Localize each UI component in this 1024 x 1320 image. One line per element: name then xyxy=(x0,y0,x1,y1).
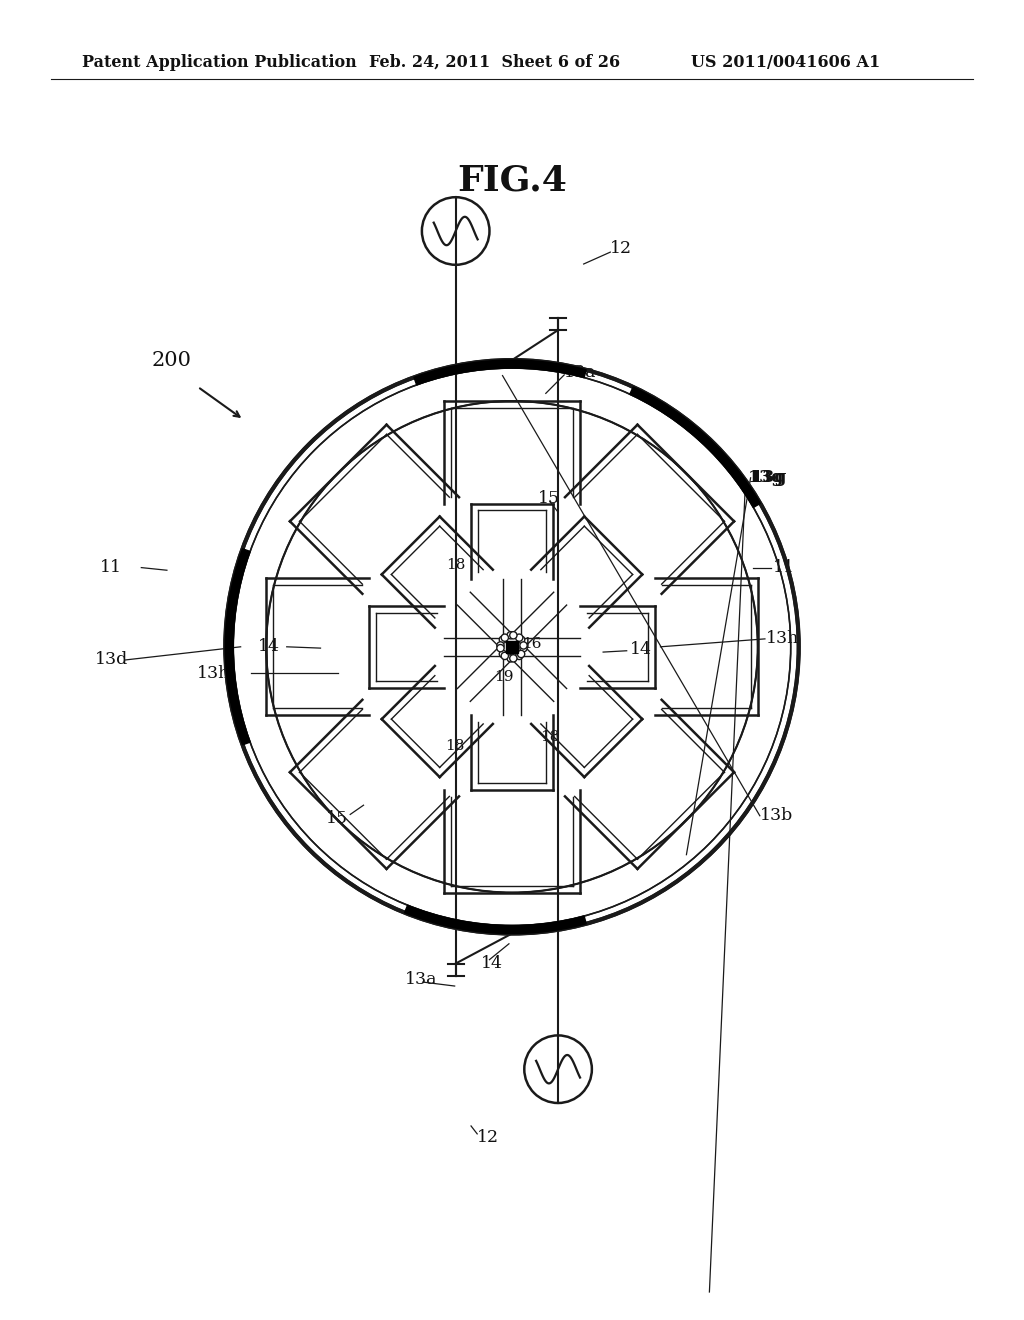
Text: 14: 14 xyxy=(258,639,280,655)
Circle shape xyxy=(517,651,524,657)
Circle shape xyxy=(510,655,517,661)
Text: 16: 16 xyxy=(522,638,542,651)
Circle shape xyxy=(500,651,507,657)
Circle shape xyxy=(515,652,523,660)
Text: 14: 14 xyxy=(630,642,651,657)
Circle shape xyxy=(501,652,509,660)
Circle shape xyxy=(507,632,514,639)
Text: 11: 11 xyxy=(100,560,122,576)
Text: 11: 11 xyxy=(773,560,795,576)
Text: 13d: 13d xyxy=(95,652,128,668)
Text: 15: 15 xyxy=(538,491,560,507)
Polygon shape xyxy=(630,387,760,507)
Circle shape xyxy=(517,636,524,643)
Circle shape xyxy=(500,636,507,643)
Circle shape xyxy=(497,642,504,649)
Text: 14: 14 xyxy=(481,956,503,972)
Text: 12: 12 xyxy=(477,1130,500,1146)
Text: US 2011/0041606 A1: US 2011/0041606 A1 xyxy=(691,54,881,70)
Text: 13h: 13h xyxy=(197,665,230,681)
Text: 13h: 13h xyxy=(766,631,800,647)
Polygon shape xyxy=(225,549,250,744)
Text: Feb. 24, 2011  Sheet 6 of 26: Feb. 24, 2011 Sheet 6 of 26 xyxy=(369,54,620,70)
Circle shape xyxy=(501,634,509,642)
Text: 13g: 13g xyxy=(748,470,784,486)
Text: 13a: 13a xyxy=(564,364,597,380)
Circle shape xyxy=(520,644,527,652)
Text: 19: 19 xyxy=(495,671,514,684)
Circle shape xyxy=(497,644,504,652)
Text: 18: 18 xyxy=(446,558,466,572)
Text: 13g: 13g xyxy=(751,470,787,486)
Text: 13b: 13b xyxy=(760,808,793,824)
Polygon shape xyxy=(404,906,586,933)
Text: 12: 12 xyxy=(610,240,633,256)
Polygon shape xyxy=(414,360,586,385)
Text: 15: 15 xyxy=(326,810,348,826)
Text: 18: 18 xyxy=(445,739,465,752)
Circle shape xyxy=(520,642,527,649)
Bar xyxy=(506,640,518,653)
Text: FIG.4: FIG.4 xyxy=(457,164,567,198)
Text: 200: 200 xyxy=(152,351,191,370)
Text: 13a: 13a xyxy=(404,972,437,987)
Circle shape xyxy=(507,655,514,661)
Circle shape xyxy=(515,634,523,642)
Text: Patent Application Publication: Patent Application Publication xyxy=(82,54,356,70)
Circle shape xyxy=(510,632,517,639)
Text: 18: 18 xyxy=(540,730,559,743)
